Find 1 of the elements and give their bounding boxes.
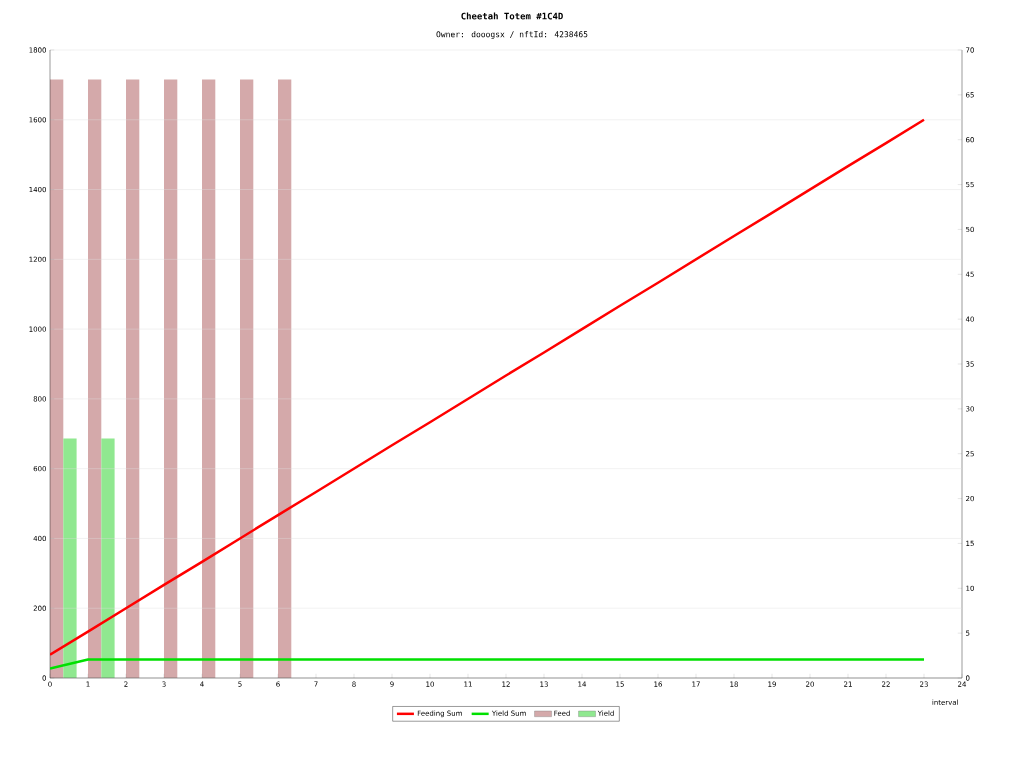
chart-title: Cheetah Totem #1C4D (461, 12, 563, 20)
